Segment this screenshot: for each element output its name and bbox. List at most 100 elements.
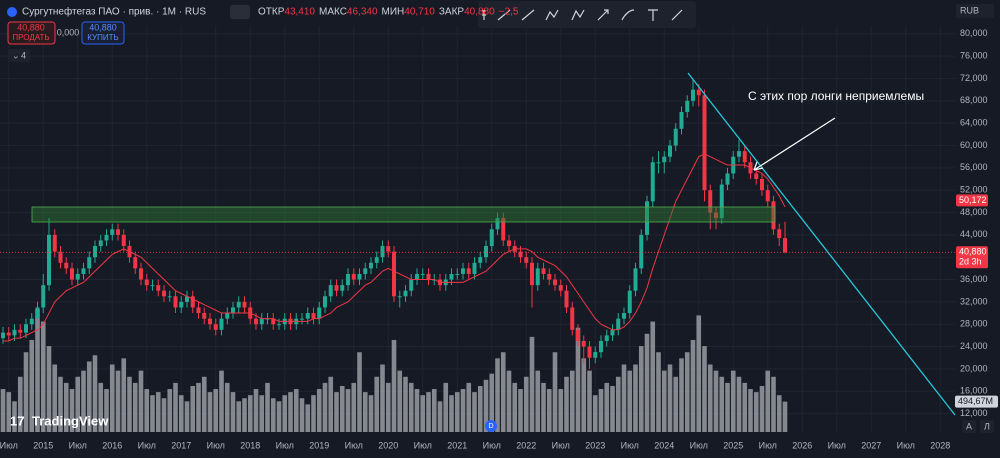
- candle-body: [121, 234, 126, 247]
- volume-bar: [460, 389, 466, 432]
- volume-bar: [529, 336, 535, 432]
- volume-bar: [598, 389, 604, 432]
- candle-body: [173, 296, 178, 308]
- candle-body: [81, 268, 86, 274]
- volume-bar: [282, 395, 288, 432]
- candle-body: [645, 201, 649, 235]
- candle-body: [524, 257, 529, 263]
- ohlc-name: МИН: [382, 7, 405, 18]
- volume-bar: [69, 389, 75, 432]
- volume-bar: [604, 382, 610, 432]
- candle-body: [627, 290, 632, 314]
- ohlc-name: МАКС: [319, 7, 347, 18]
- text-tool[interactable]: [648, 9, 658, 21]
- auto-button[interactable]: [962, 420, 976, 433]
- drag-handle[interactable]: [482, 10, 486, 20]
- candle-body: [691, 89, 695, 101]
- volume-bar: [771, 376, 776, 432]
- y-tick-label: 72,000: [960, 73, 988, 83]
- x-tick-label: 2027: [861, 440, 881, 450]
- x-tick-label: 2018: [240, 440, 260, 450]
- candle-body: [185, 296, 189, 302]
- volume-bar: [265, 382, 270, 432]
- volume-bar: [0, 389, 6, 432]
- volume-bar: [190, 385, 196, 432]
- indicators-toggle[interactable]: [8, 49, 30, 62]
- ray-tool[interactable]: [521, 9, 535, 21]
- brush-tool[interactable]: [597, 9, 609, 21]
- candle-body: [75, 273, 80, 280]
- candle-body: [760, 179, 764, 191]
- volume-bar: [178, 395, 184, 432]
- volume-bar: [316, 389, 322, 432]
- dividend-marker[interactable]: [485, 420, 497, 432]
- trend-tool[interactable]: [497, 9, 511, 21]
- volume-bar: [535, 370, 541, 432]
- y-tick-label: 80,000: [960, 28, 988, 38]
- volume-bar: [351, 382, 357, 432]
- volume-bar: [17, 376, 23, 432]
- candle-body: [47, 234, 51, 286]
- polyline-tool[interactable]: [545, 9, 559, 21]
- buy-button[interactable]: [81, 21, 125, 45]
- annotation: С этих пор лонги неприемлемы: [748, 89, 924, 103]
- candle-body: [116, 229, 120, 235]
- volume-bar: [132, 382, 138, 432]
- volume-bar: [426, 392, 431, 432]
- measure-tool[interactable]: [671, 9, 683, 21]
- candle-body: [604, 335, 609, 341]
- x-tick-label: Июл: [414, 440, 432, 450]
- candle-body: [369, 262, 373, 269]
- candle-body: [461, 268, 465, 274]
- candle-body: [6, 332, 11, 336]
- candle-body: [558, 285, 563, 291]
- volume-bar: [684, 352, 690, 432]
- y-tick-label: 36,000: [960, 274, 988, 284]
- volume-bar: [357, 352, 362, 432]
- volume-bar: [408, 382, 414, 432]
- volume-bar: [500, 352, 506, 432]
- candle-body: [24, 324, 28, 333]
- volume-price-label: 494,67M: [958, 396, 993, 406]
- candle-body: [300, 318, 304, 320]
- currency-select[interactable]: [956, 4, 994, 18]
- volume-bar: [242, 398, 247, 432]
- candle-body: [478, 257, 483, 263]
- candle-body: [541, 268, 546, 274]
- volume-bar: [81, 370, 86, 432]
- candle-body: [507, 240, 511, 247]
- candle-body: [150, 285, 155, 287]
- volume-bar: [109, 364, 115, 432]
- path-tool[interactable]: [571, 9, 585, 21]
- x-tick-label: Июл: [897, 440, 915, 450]
- volume-bar: [592, 395, 598, 432]
- auto-label: A: [966, 421, 972, 431]
- volume-bar: [328, 376, 334, 432]
- volume-bar: [431, 389, 437, 432]
- volume-bar: [104, 389, 109, 432]
- candle-body: [52, 234, 57, 252]
- log-button[interactable]: [980, 420, 994, 433]
- drawing-toolbar: [478, 1, 696, 28]
- candle-body: [466, 268, 471, 274]
- volume-bar: [368, 395, 374, 432]
- candle-body: [403, 290, 408, 297]
- candle-body: [64, 262, 69, 269]
- volume-bar: [334, 392, 339, 432]
- eye-button[interactable]: [230, 5, 250, 19]
- candle-body: [650, 162, 655, 202]
- candle-body: [616, 318, 621, 330]
- symbol-icon: [7, 7, 17, 17]
- pen-tool[interactable]: [621, 9, 635, 21]
- candle-body: [317, 307, 322, 319]
- volume-bar: [414, 389, 420, 432]
- candle-body: [639, 234, 644, 269]
- volume-bar: [518, 389, 523, 432]
- x-tick-label: Июл: [690, 440, 708, 450]
- volume-bar: [288, 392, 293, 432]
- volume-bar: [374, 376, 380, 432]
- candle-body: [696, 89, 701, 96]
- candle-body: [742, 151, 747, 163]
- volume-bar: [144, 389, 150, 432]
- sell-button[interactable]: [7, 21, 56, 45]
